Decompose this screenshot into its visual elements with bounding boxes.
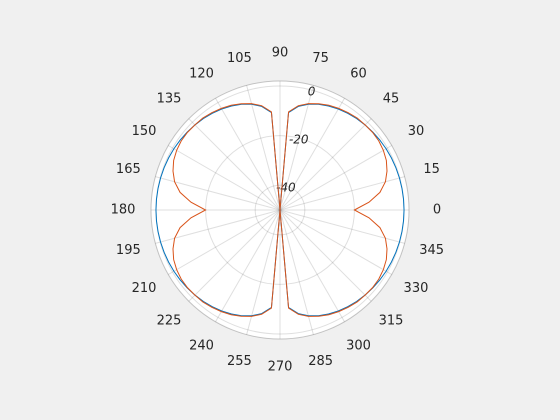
theta-tick-label: 345 [419,243,444,258]
theta-tick-label: 285 [308,354,333,369]
theta-grid-line [279,209,392,275]
theta-grid-line [279,98,345,211]
theta-grid-line [279,145,392,211]
theta-grid-line [215,98,281,211]
theta-tick-label: 315 [379,314,404,329]
theta-tick-label: 105 [227,51,252,66]
series-line [155,103,405,317]
r-tick-label: 0 [308,85,316,99]
theta-tick-label: 0 [433,203,441,218]
theta-tick-label: 45 [383,91,400,106]
theta-tick-label: 150 [132,124,157,139]
theta-tick-label: 135 [157,91,182,106]
r-grid-line [254,184,306,236]
theta-tick-label: 270 [268,360,293,375]
theta-tick-label: 195 [116,243,141,258]
theta-grid-line [279,118,372,211]
r-tick-label: -20 [289,133,309,147]
theta-grid-line [168,145,281,211]
theta-grid-line [279,209,405,244]
theta-grid-line [246,85,281,211]
theta-tick-label: 300 [346,338,371,353]
theta-tick-label: 240 [189,338,214,353]
theta-tick-label: 90 [272,46,289,61]
series-line [172,103,388,317]
theta-tick-label: 120 [189,67,214,82]
theta-tick-label: 180 [111,203,136,218]
theta-tick-label: 15 [423,162,440,177]
theta-tick-label: 60 [350,67,367,82]
theta-grid-line [279,85,314,211]
theta-tick-label: 330 [404,281,429,296]
theta-grid-line [279,209,314,335]
theta-tick-label: 225 [157,314,182,329]
theta-tick-label: 30 [408,124,425,139]
theta-grid-line [155,209,281,244]
r-tick-label: -40 [276,180,296,194]
theta-grid-line [188,209,281,302]
theta-grid-line [279,176,405,211]
theta-grid-line [188,118,281,211]
theta-tick-label: 210 [132,281,157,296]
theta-tick-label: 75 [312,51,329,66]
theta-grid-line [279,209,372,302]
theta-grid-line [155,176,281,211]
theta-grid-line [168,209,281,275]
theta-tick-label: 255 [227,354,252,369]
theta-grid-line [246,209,281,335]
theta-tick-label: 165 [116,162,141,177]
theta-grid-line [215,209,281,322]
theta-grid-line [279,209,345,322]
